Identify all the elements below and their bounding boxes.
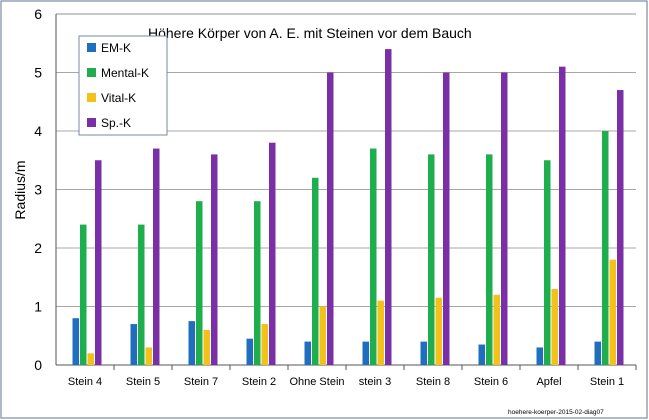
bar-sp-k-5: [327, 72, 334, 365]
y-tick-label: 2: [34, 240, 42, 256]
bar-vital-k-10: [609, 259, 616, 365]
x-category-label: Stein 8: [416, 376, 450, 388]
x-category-label: stein 3: [359, 376, 391, 388]
bar-vital-k-1: [87, 353, 94, 365]
bar-vital-k-5: [319, 306, 326, 365]
bar-em-k-3: [188, 321, 195, 365]
bar-sp-k-2: [153, 148, 160, 365]
bar-vital-k-6: [377, 300, 384, 365]
bar-mental-k-8: [486, 154, 493, 365]
y-axis-ticks: 0 1 2 3 4 5 6: [34, 6, 42, 373]
y-tick-label: 6: [34, 6, 42, 22]
bar-mental-k-6: [370, 148, 377, 365]
x-category-label: Stein 5: [126, 376, 160, 388]
y-tick-label: 1: [34, 299, 42, 315]
bar-sp-k-7: [443, 72, 450, 365]
y-axis-label: Radius/m: [12, 160, 28, 219]
legend-swatch: [87, 43, 96, 52]
bar-sp-k-6: [385, 49, 392, 365]
x-category-label: Stein 2: [242, 376, 276, 388]
y-tick-label: 3: [34, 182, 42, 198]
bar-vital-k-4: [261, 324, 268, 365]
bar-vital-k-7: [435, 297, 442, 365]
x-axis-categories: Stein 4 Stein 5 Stein 7 Stein 2 Ohne Stein st…: [68, 365, 637, 388]
bar-mental-k-1: [80, 224, 87, 365]
bar-vital-k-8: [493, 294, 500, 365]
bar-sp-k-8: [501, 72, 508, 365]
legend-label: EM-K: [101, 41, 131, 55]
bar-em-k-6: [362, 341, 369, 365]
bar-mental-k-9: [544, 160, 551, 365]
bar-mental-k-3: [196, 201, 203, 365]
bar-mental-k-7: [428, 154, 435, 365]
bar-em-k-9: [536, 347, 543, 365]
bar-vital-k-3: [203, 329, 210, 365]
bar-mental-k-5: [312, 177, 319, 365]
bar-vital-k-2: [145, 347, 152, 365]
bar-sp-k-10: [617, 90, 624, 366]
bar-sp-k-4: [269, 142, 276, 365]
x-category-label: Stein 6: [474, 376, 508, 388]
x-category-label: Stein 4: [68, 376, 102, 388]
legend-label: Sp.-K: [101, 116, 131, 130]
legend: EM-K Mental-K Vital-K Sp.-K: [78, 35, 168, 136]
legend-label: Vital-K: [101, 91, 136, 105]
bar-em-k-7: [420, 341, 427, 365]
bar-em-k-5: [304, 341, 311, 365]
bar-em-k-10: [594, 341, 601, 365]
bar-mental-k-2: [138, 224, 145, 365]
legend-swatch: [87, 68, 96, 77]
y-tick-label: 5: [34, 65, 42, 81]
bars: [72, 49, 624, 366]
footnote: hoehere-koerper-2015-02-diag07: [508, 409, 604, 416]
legend-label: Mental-K: [101, 66, 149, 80]
y-tick-label: 4: [34, 123, 42, 139]
bar-mental-k-4: [254, 201, 261, 365]
x-category-label: Stein 1: [590, 376, 624, 388]
chart-title: Höhere Körper von A. E. mit Steinen vor …: [148, 25, 472, 41]
bar-sp-k-3: [211, 154, 218, 365]
legend-swatch: [87, 93, 96, 102]
x-category-label: Ohne Stein: [289, 376, 344, 388]
bar-mental-k-10: [602, 131, 609, 365]
bar-vital-k-9: [551, 288, 558, 365]
bar-em-k-8: [478, 344, 485, 365]
bar-sp-k-9: [559, 66, 566, 366]
legend-swatch: [87, 118, 96, 127]
bar-sp-k-1: [95, 160, 102, 365]
bar-em-k-2: [130, 324, 137, 365]
y-tick-label: 0: [34, 357, 42, 373]
x-category-label: Stein 7: [184, 376, 218, 388]
bar-em-k-1: [72, 318, 79, 365]
x-category-label: Apfel: [536, 376, 561, 388]
bar-em-k-4: [246, 338, 253, 365]
